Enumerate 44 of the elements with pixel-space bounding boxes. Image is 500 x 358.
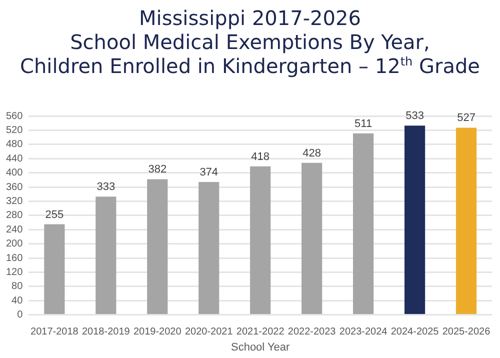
y-tick-label: 440 (6, 153, 24, 164)
x-tick-label: 2019-2020 (133, 326, 182, 338)
data-label: 418 (251, 150, 270, 163)
x-tick-label: 2025-2026 (442, 326, 491, 338)
data-label: 382 (148, 164, 167, 176)
data-label: 511 (354, 118, 372, 130)
y-tick-label: 0 (17, 310, 24, 321)
y-tick-label: 240 (6, 224, 24, 236)
bar (147, 179, 168, 314)
bar (456, 128, 477, 314)
bar (44, 224, 65, 314)
y-tick-label: 200 (6, 238, 24, 250)
x-tick-label: 2020-2021 (184, 326, 234, 338)
x-tick-label: 2022-2023 (288, 326, 336, 338)
x-tick-label: 2017-2018 (30, 326, 79, 338)
y-tick-label: 160 (6, 252, 24, 264)
y-tick-label: 360 (6, 182, 24, 193)
y-tick-label: 400 (6, 168, 24, 179)
bar (250, 166, 271, 314)
y-tick-label: 280 (6, 210, 24, 222)
data-label: 533 (406, 110, 424, 122)
y-tick-label: 560 (6, 110, 24, 122)
data-label: 527 (457, 112, 476, 124)
x-tick-label: 2023-2024 (339, 326, 388, 338)
x-tick-label: 2024-2025 (390, 326, 440, 338)
x-tick-label: 2021-2022 (236, 326, 285, 338)
data-label: 428 (302, 147, 321, 160)
y-tick-label: 520 (6, 124, 24, 136)
y-tick-label: 80 (12, 281, 24, 292)
y-tick-label: 480 (6, 139, 24, 150)
bar (302, 162, 322, 314)
bar (96, 196, 116, 314)
data-label: 333 (96, 181, 116, 194)
x-tick-label: 2018-2019 (82, 326, 130, 338)
bar (404, 126, 426, 314)
y-tick-label: 320 (6, 196, 24, 207)
data-label: 374 (200, 166, 218, 179)
chart-title: Mississippi 2017-2026 School Medical Exemptions By Year, Children Enrolled in Kindergarten – 12$^{th}$ Grade (19, 6, 481, 80)
bar (353, 133, 374, 314)
data-label: 255 (45, 208, 64, 221)
x-axis-title: School Year (230, 341, 290, 354)
y-tick-label: 40 (12, 295, 24, 306)
bar (198, 182, 220, 314)
y-tick-label: 120 (6, 266, 24, 278)
